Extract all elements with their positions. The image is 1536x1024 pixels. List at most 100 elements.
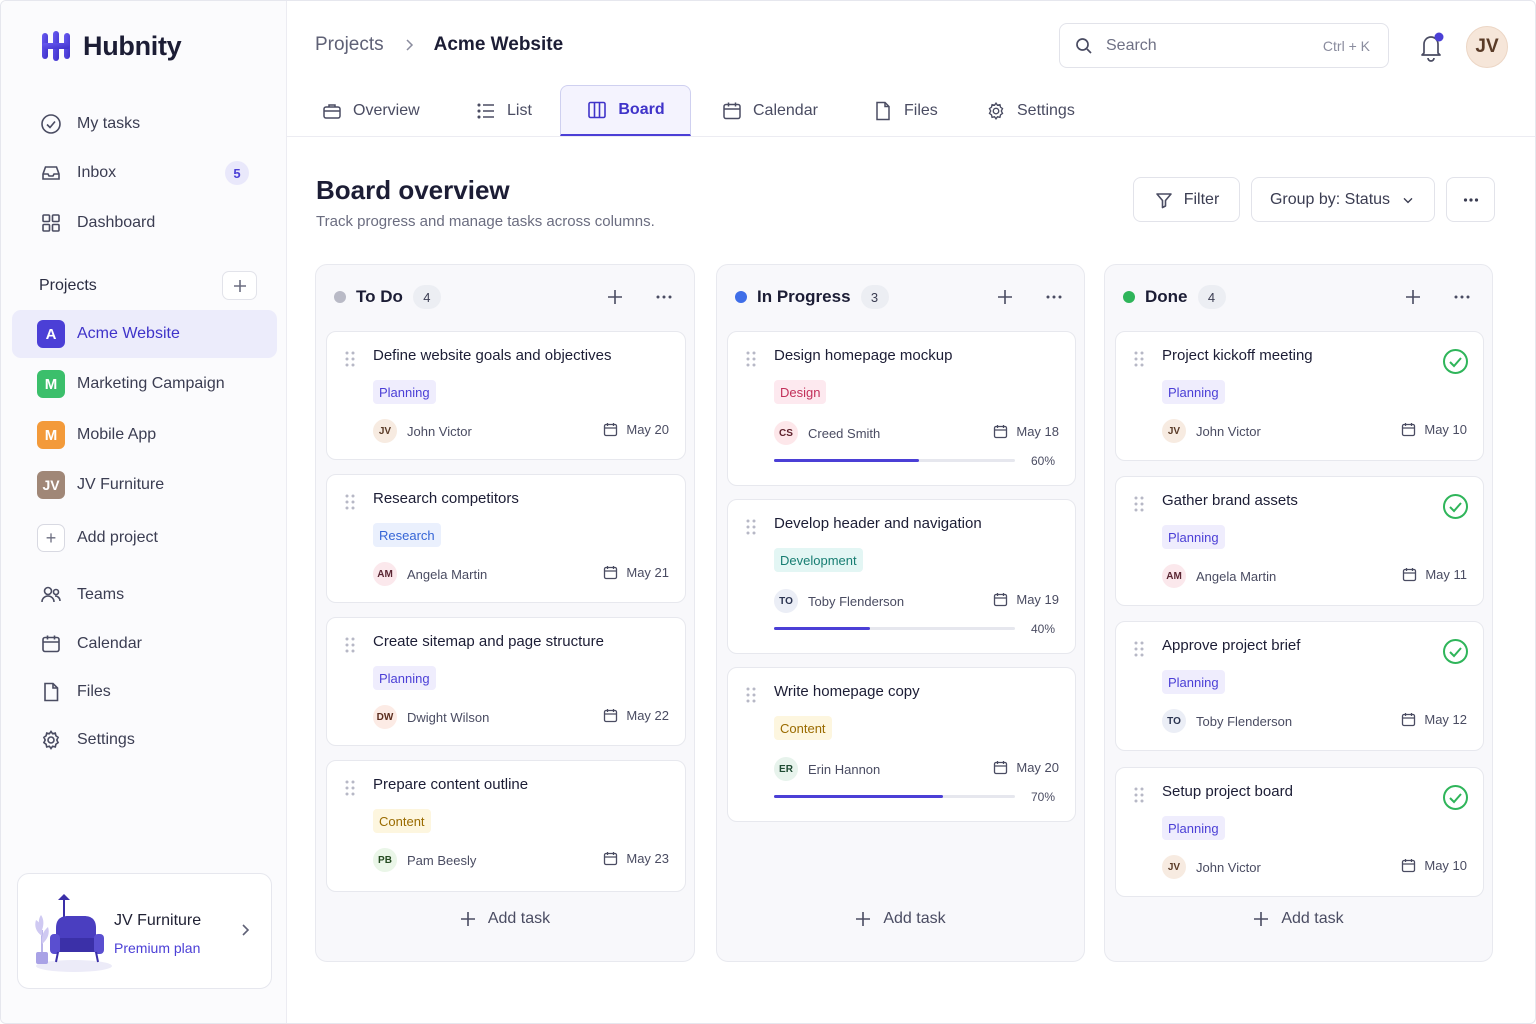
- add-project-button[interactable]: + Add project: [12, 514, 277, 562]
- projects-section-title: Projects: [39, 277, 97, 294]
- tab-files[interactable]: Files: [860, 85, 950, 136]
- notification-bell-icon[interactable]: [1415, 29, 1447, 63]
- task-card[interactable]: Create sitemap and page structure Plannin…: [326, 617, 686, 746]
- task-assignee[interactable]: JV John Victor: [373, 419, 472, 443]
- task-assignee[interactable]: CS Creed Smith: [774, 421, 880, 445]
- assignee-name: John Victor: [1196, 423, 1261, 439]
- assignee-avatar: ER: [774, 757, 798, 781]
- check-circle-icon[interactable]: [1442, 493, 1469, 520]
- project-item-marketing-campaign[interactable]: M Marketing Campaign: [12, 360, 277, 408]
- breadcrumb-parent-link[interactable]: Projects: [315, 34, 384, 55]
- user-avatar[interactable]: JV: [1466, 26, 1508, 68]
- due-date-text: May 23: [626, 851, 669, 866]
- tab-calendar[interactable]: Calendar: [709, 85, 830, 136]
- add-task-button[interactable]: Add task: [717, 910, 1084, 928]
- column-more-button[interactable]: [1452, 288, 1472, 306]
- task-assignee[interactable]: DW Dwight Wilson: [373, 705, 489, 729]
- column-add-button[interactable]: [996, 288, 1014, 306]
- project-item-mobile-app[interactable]: M Mobile App: [12, 411, 277, 459]
- filter-button[interactable]: Filter: [1133, 177, 1240, 222]
- task-title: Research competitors: [373, 490, 519, 507]
- group-by-select[interactable]: Group by: Status: [1251, 177, 1435, 222]
- calendar-icon: [1402, 859, 1416, 873]
- task-assignee[interactable]: TO Toby Flenderson: [1162, 709, 1292, 733]
- drag-handle-icon[interactable]: [745, 518, 757, 536]
- tab-settings[interactable]: Settings: [973, 85, 1087, 136]
- task-card[interactable]: Approve project brief Planning TO Toby Flen…: [1115, 621, 1484, 751]
- check-circle-icon[interactable]: [1442, 784, 1469, 811]
- assignee-name: Pam Beesly: [407, 852, 477, 868]
- project-item-acme-website[interactable]: A Acme Website: [12, 310, 277, 358]
- drag-handle-icon[interactable]: [1133, 495, 1145, 513]
- task-assignee[interactable]: JV John Victor: [1162, 419, 1261, 443]
- drag-handle-icon[interactable]: [1133, 350, 1145, 368]
- drag-handle-icon[interactable]: [1133, 640, 1145, 658]
- task-assignee[interactable]: TO Toby Flenderson: [774, 589, 904, 613]
- sidebar-item-my-tasks[interactable]: My tasks: [25, 104, 275, 144]
- sidebar-item-calendar[interactable]: Calendar: [25, 624, 275, 664]
- gear-icon: [988, 101, 1004, 120]
- task-assignee[interactable]: AM Angela Martin: [1162, 564, 1276, 588]
- check-circle-icon[interactable]: [1442, 348, 1469, 375]
- check-circle-icon[interactable]: [1442, 638, 1469, 665]
- task-assignee[interactable]: ER Erin Hannon: [774, 757, 880, 781]
- task-card[interactable]: Define website goals and objectives Plann…: [326, 331, 686, 460]
- more-options-button[interactable]: [1446, 177, 1495, 222]
- search-placeholder: Search: [1106, 36, 1157, 54]
- progress-fill: [774, 627, 871, 630]
- sidebar-item-settings[interactable]: Settings: [25, 720, 275, 760]
- tab-list[interactable]: List: [463, 85, 544, 136]
- logo[interactable]: Hubnity: [39, 29, 182, 63]
- workspace-card[interactable]: JV Furniture Premium plan: [17, 873, 272, 989]
- project-item-jv-furniture[interactable]: JV JV Furniture: [12, 461, 277, 509]
- tab-overview[interactable]: Overview: [309, 85, 432, 136]
- chevron-right-icon: [242, 924, 250, 936]
- column-more-button[interactable]: [1044, 288, 1064, 306]
- drag-handle-icon[interactable]: [344, 779, 356, 797]
- sidebar-item-teams[interactable]: Teams: [25, 575, 275, 615]
- task-assignee[interactable]: AM Angela Martin: [373, 562, 487, 586]
- drag-handle-icon[interactable]: [344, 493, 356, 511]
- search-input[interactable]: Search Ctrl + K: [1059, 23, 1389, 68]
- calendar-icon: [42, 635, 60, 653]
- sidebar-item-dashboard[interactable]: Dashboard: [25, 203, 275, 243]
- sidebar-item-inbox[interactable]: Inbox 5: [25, 153, 275, 193]
- column-add-button[interactable]: [1404, 288, 1422, 306]
- task-tag: Planning: [373, 380, 436, 404]
- task-card[interactable]: Setup project board Planning JV John Victor…: [1115, 767, 1484, 897]
- task-title: Write homepage copy: [774, 683, 920, 700]
- task-assignee[interactable]: PB Pam Beesly: [373, 848, 476, 872]
- task-assignee[interactable]: JV John Victor: [1162, 855, 1261, 879]
- task-card[interactable]: Prepare content outline Content PB Pam Bees…: [326, 760, 686, 892]
- task-title: Develop header and navigation: [774, 515, 982, 532]
- task-card[interactable]: Write homepage copy Content ER Erin Hannon M…: [727, 667, 1076, 822]
- drag-handle-icon[interactable]: [1133, 786, 1145, 804]
- group-by-label: Group by: Status: [1269, 190, 1391, 208]
- sidebar-item-files[interactable]: Files: [25, 672, 275, 712]
- task-card[interactable]: Design homepage mockup Design CS Creed Smit…: [727, 331, 1076, 486]
- task-card[interactable]: Project kickoff meeting Planning JV John Vi…: [1115, 331, 1484, 461]
- drag-handle-icon[interactable]: [344, 636, 356, 654]
- task-card[interactable]: Gather brand assets Planning AM Angela Mart…: [1115, 476, 1484, 606]
- add-task-label: Add task: [1281, 910, 1344, 927]
- drag-handle-icon[interactable]: [745, 350, 757, 368]
- column-more-button[interactable]: [654, 288, 674, 306]
- tab-board[interactable]: Board: [560, 85, 691, 136]
- calendar-icon: [723, 102, 741, 119]
- add-project-plus-button[interactable]: [222, 271, 257, 300]
- plus-icon: [1406, 290, 1420, 304]
- calendar-icon: [604, 709, 618, 723]
- column-add-button[interactable]: [606, 288, 624, 306]
- column-status-dot: [334, 291, 346, 303]
- more-horizontal-icon: [1046, 295, 1062, 299]
- file-icon: [44, 682, 59, 702]
- add-task-button[interactable]: Add task: [316, 910, 694, 928]
- drag-handle-icon[interactable]: [344, 350, 356, 368]
- add-task-button[interactable]: Add task: [1105, 910, 1492, 928]
- drag-handle-icon[interactable]: [745, 686, 757, 704]
- calendar-icon: [1402, 713, 1416, 727]
- task-card[interactable]: Research competitors Research AM Angela Mar…: [326, 474, 686, 603]
- task-tag: Planning: [1162, 816, 1225, 840]
- task-card[interactable]: Develop header and navigation Development…: [727, 499, 1076, 654]
